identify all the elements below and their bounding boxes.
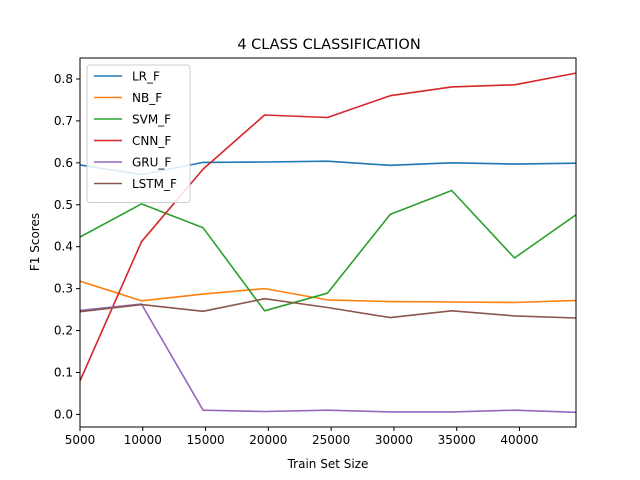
legend-item: NB_F [94, 91, 162, 105]
y-tick-label: 0.0 [54, 407, 73, 421]
x-tick-label: 40000 [500, 433, 538, 447]
series-line-svm-f [80, 189, 576, 312]
legend-item: GRU_F [94, 156, 171, 170]
series-line-gru-f [80, 303, 576, 414]
y-tick-label: 0.8 [54, 72, 73, 86]
legend-label: GRU_F [132, 156, 171, 170]
legend-item: SVM_F [94, 113, 171, 127]
axes: 5000 10000 15000 20000 25000 30000 35000 40000 0… [54, 57, 577, 447]
y-axis-label: F1 Scores [28, 213, 42, 271]
x-tick-label: 25000 [312, 433, 350, 447]
plot-content [80, 72, 576, 414]
series-line-nb-f [80, 280, 576, 304]
y-tick-label: 0.5 [54, 198, 73, 212]
legend-label: SVM_F [132, 113, 171, 127]
x-tick-label: 10000 [124, 433, 162, 447]
axes-frame [79, 57, 577, 428]
legend-box [86, 64, 191, 203]
y-tick-label: 0.2 [54, 324, 73, 338]
legend-item: LSTM_F [94, 177, 177, 191]
series-line-lstm-f [80, 297, 576, 319]
x-tick-label: 5000 [65, 433, 96, 447]
chart-title: 4 CLASS CLASSIFICATION [237, 37, 420, 53]
x-axis-label: Train Set Size [287, 457, 369, 471]
series-line-cnn-f [80, 72, 576, 382]
legend-item: LR_F [94, 70, 160, 84]
legend-label: LR_F [132, 70, 160, 84]
legend-label: NB_F [132, 91, 162, 105]
legend-item: CNN_F [94, 134, 171, 148]
series-group [80, 72, 576, 414]
y-tick-label: 0.1 [54, 365, 73, 379]
y-tick-label: 0.4 [54, 240, 73, 254]
y-tick-label: 0.6 [54, 156, 73, 170]
x-tick-label: 20000 [249, 433, 287, 447]
legend: LR_F NB_F SVM_F CNN_F GRU_F LSTM_F [86, 64, 191, 203]
y-tick-label: 0.3 [54, 282, 73, 296]
legend-label: CNN_F [132, 134, 171, 148]
x-tick-label: 15000 [186, 433, 224, 447]
x-tick-label: 30000 [375, 433, 413, 447]
x-tick-label: 35000 [438, 433, 476, 447]
y-tick-label: 0.7 [54, 114, 73, 128]
legend-label: LSTM_F [132, 177, 177, 191]
